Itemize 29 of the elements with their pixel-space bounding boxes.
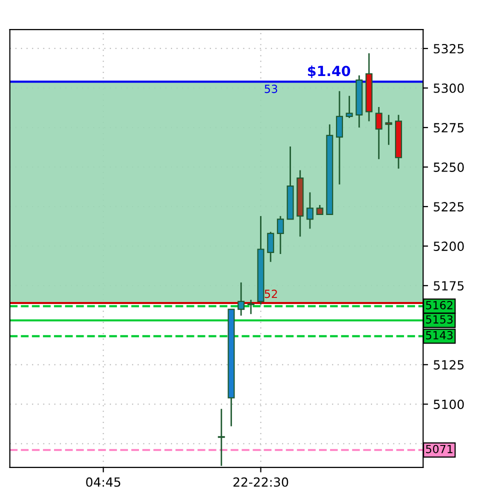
y-tick-label: 5200 <box>434 242 464 252</box>
y-tick-label: 5225 <box>434 202 464 212</box>
ref-line-label: 5143 <box>426 331 453 340</box>
y-tick-label: 5275 <box>434 123 464 132</box>
annotation: 52 <box>264 290 277 298</box>
candlestick <box>306 192 314 230</box>
candlestick <box>247 299 254 315</box>
candlestick <box>238 282 245 316</box>
candlestick <box>375 106 382 160</box>
ref-line-label: 5162 <box>426 300 452 310</box>
candlestick <box>316 204 324 216</box>
y-tick-label: 5175 <box>434 281 464 291</box>
y-tick-label: 5125 <box>434 360 464 370</box>
x-tick-label: 04:45 <box>86 477 120 487</box>
candlestick <box>385 114 392 146</box>
y-tick-label: 5250 <box>434 162 464 172</box>
candlestick <box>267 231 274 263</box>
y-tick-label: 5300 <box>434 83 464 93</box>
ref-line-label: 5071 <box>426 444 452 454</box>
y-tick-label: 5100 <box>434 400 464 410</box>
annotation: 53 <box>264 84 278 94</box>
y-tick-label: 5325 <box>434 44 464 54</box>
x-tick-label: 22-22:30 <box>233 477 288 487</box>
candlestick <box>336 90 343 186</box>
annotation: $1.40 <box>308 65 350 78</box>
ref-line-label: 5153 <box>426 315 453 324</box>
candlestick <box>276 215 284 255</box>
candlestick <box>346 95 353 119</box>
candlestick <box>218 408 225 467</box>
